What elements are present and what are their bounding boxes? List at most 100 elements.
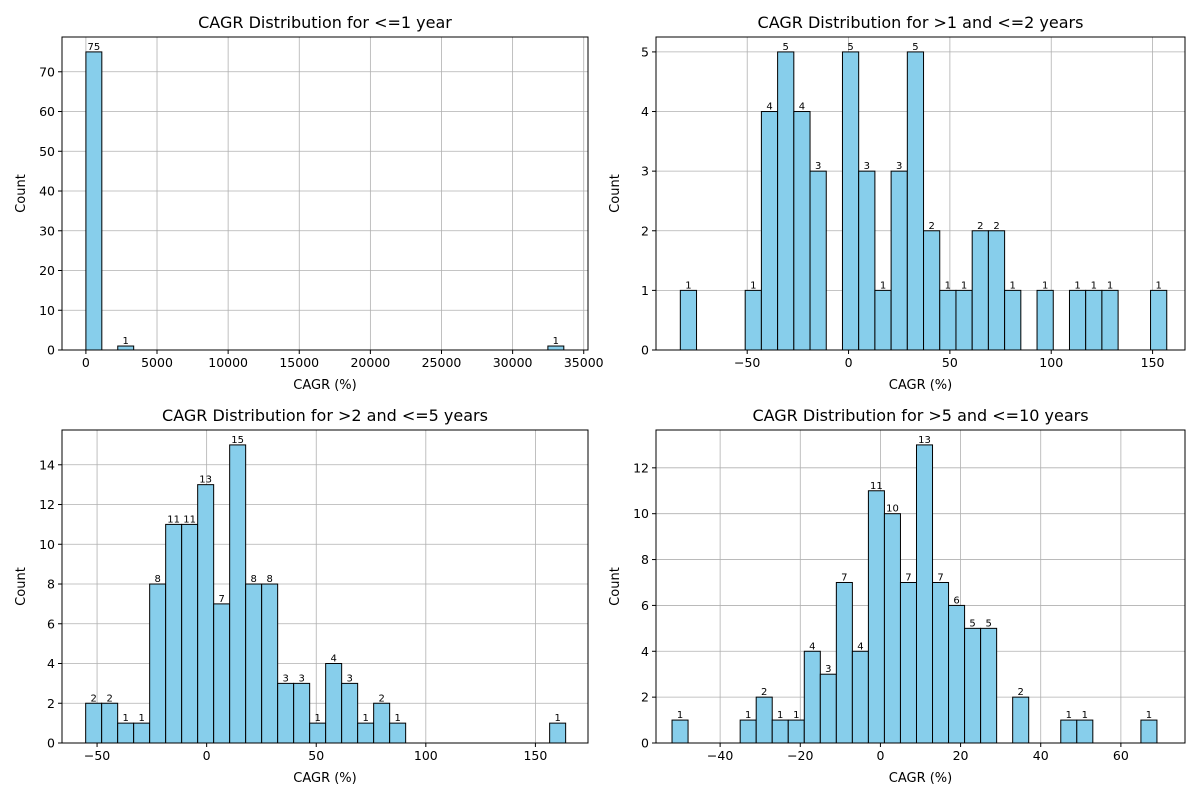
y-tick-label: 40 bbox=[39, 184, 55, 199]
y-tick-label: 2 bbox=[47, 696, 55, 711]
x-tick-label: 100 bbox=[414, 748, 438, 763]
bar-count-label: 5 bbox=[912, 42, 918, 53]
y-tick-label: 12 bbox=[39, 497, 55, 512]
x-tick-label: 0 bbox=[876, 748, 884, 763]
histogram-bar bbox=[117, 722, 135, 744]
histogram-bar bbox=[1036, 289, 1054, 351]
histogram-bar bbox=[1076, 719, 1094, 744]
y-tick-label: 4 bbox=[47, 656, 55, 671]
bar-count-label: 1 bbox=[138, 713, 144, 724]
bar-count-label: 1 bbox=[961, 280, 967, 291]
bar-count-label: 2 bbox=[106, 693, 112, 704]
x-tick-label: 50 bbox=[942, 355, 958, 370]
histogram-bar bbox=[760, 111, 779, 351]
y-tick-label: 0 bbox=[641, 343, 649, 358]
y-tick-label: 0 bbox=[641, 736, 649, 751]
bar-count-label: 5 bbox=[847, 42, 853, 53]
bar-count-label: 1 bbox=[1082, 710, 1088, 721]
bar-count-label: 1 bbox=[553, 336, 559, 347]
y-tick-label: 1 bbox=[641, 283, 649, 298]
bar-count-label: 1 bbox=[685, 280, 691, 291]
bar-count-label: 4 bbox=[857, 641, 863, 652]
bar-count-label: 2 bbox=[90, 693, 96, 704]
bar-count-label: 2 bbox=[928, 221, 934, 232]
histogram-bar bbox=[819, 673, 837, 744]
bar-count-label: 1 bbox=[1042, 280, 1048, 291]
bar-count-label: 4 bbox=[809, 641, 815, 652]
x-tick-label: −50 bbox=[734, 355, 760, 370]
bar-count-label: 2 bbox=[761, 687, 767, 698]
histogram-bar bbox=[851, 650, 869, 744]
x-tick-label: 15000 bbox=[279, 355, 319, 370]
bar-count-label: 6 bbox=[953, 595, 959, 606]
bar-count-label: 1 bbox=[750, 280, 756, 291]
bar-count-label: 1 bbox=[1155, 280, 1161, 291]
histogram-bar bbox=[1101, 289, 1119, 351]
x-axis-label: CAGR (%) bbox=[293, 771, 356, 786]
bar-count-label: 3 bbox=[298, 673, 304, 684]
histogram-bar bbox=[245, 583, 263, 744]
x-tick-label: 150 bbox=[1141, 355, 1165, 370]
x-tick-label: 35000 bbox=[564, 355, 604, 370]
histogram-bar bbox=[165, 523, 183, 744]
histogram-bar bbox=[341, 682, 359, 744]
x-axis-label: CAGR (%) bbox=[889, 378, 952, 393]
bar-count-label: 4 bbox=[330, 654, 336, 665]
bar-count-label: 1 bbox=[123, 336, 129, 347]
y-tick-label: 10 bbox=[39, 303, 55, 318]
histogram-bar bbox=[858, 170, 876, 351]
histogram-bar bbox=[1150, 289, 1168, 351]
histogram-bar bbox=[809, 170, 827, 351]
bar-count-label: 1 bbox=[880, 280, 886, 291]
histogram-bar bbox=[932, 581, 950, 744]
histogram-bar bbox=[671, 719, 689, 744]
y-tick-label: 6 bbox=[641, 598, 649, 613]
y-tick-label: 0 bbox=[47, 343, 55, 358]
x-tick-label: 25000 bbox=[422, 355, 462, 370]
y-axis-label: Count bbox=[608, 174, 623, 213]
histogram-bar bbox=[181, 523, 199, 744]
histogram-bar bbox=[293, 682, 311, 744]
y-tick-label: 8 bbox=[641, 552, 649, 567]
chart-title: CAGR Distribution for >5 and <=10 years bbox=[752, 406, 1088, 425]
x-tick-label: −20 bbox=[787, 748, 813, 763]
bar-count-label: 1 bbox=[945, 280, 951, 291]
histogram-bar bbox=[755, 696, 773, 744]
histogram-bar bbox=[923, 230, 941, 351]
chart-title: CAGR Distribution for >2 and <=5 years bbox=[162, 406, 488, 425]
histogram-bar bbox=[835, 581, 853, 744]
x-tick-label: −40 bbox=[707, 748, 733, 763]
histogram-bar bbox=[955, 289, 973, 351]
chart-title: CAGR Distribution for >1 and <=2 years bbox=[758, 13, 1084, 32]
x-tick-label: 50 bbox=[308, 748, 324, 763]
y-tick-label: 4 bbox=[641, 644, 649, 659]
y-tick-label: 14 bbox=[39, 457, 55, 472]
histogram-bar bbox=[739, 719, 757, 744]
axes-frame bbox=[655, 429, 1186, 744]
bar-count-label: 8 bbox=[154, 574, 160, 585]
bar-count-label: 4 bbox=[799, 102, 805, 113]
y-tick-label: 0 bbox=[47, 736, 55, 751]
y-tick-label: 12 bbox=[633, 460, 649, 475]
histogram-bar bbox=[373, 702, 391, 744]
x-tick-label: 100 bbox=[1039, 355, 1063, 370]
y-tick-label: 2 bbox=[641, 223, 649, 238]
bar-count-label: 1 bbox=[1146, 710, 1152, 721]
bar-count-label: 1 bbox=[554, 713, 560, 724]
bar-count-label: 13 bbox=[199, 475, 212, 486]
x-tick-label: 20 bbox=[953, 748, 969, 763]
histogram-bar bbox=[1085, 289, 1103, 351]
histogram-bar bbox=[906, 51, 925, 351]
bar-count-label: 1 bbox=[362, 713, 368, 724]
histogram-bar bbox=[803, 650, 821, 744]
x-tick-label: 10000 bbox=[208, 355, 248, 370]
bar-count-label: 2 bbox=[977, 221, 983, 232]
histogram-bar bbox=[964, 627, 982, 744]
x-tick-label: 0 bbox=[82, 355, 90, 370]
histogram-bar bbox=[915, 444, 934, 744]
axes-frame bbox=[655, 36, 1186, 351]
x-tick-label: 60 bbox=[1113, 748, 1129, 763]
bar-count-label: 4 bbox=[766, 102, 772, 113]
